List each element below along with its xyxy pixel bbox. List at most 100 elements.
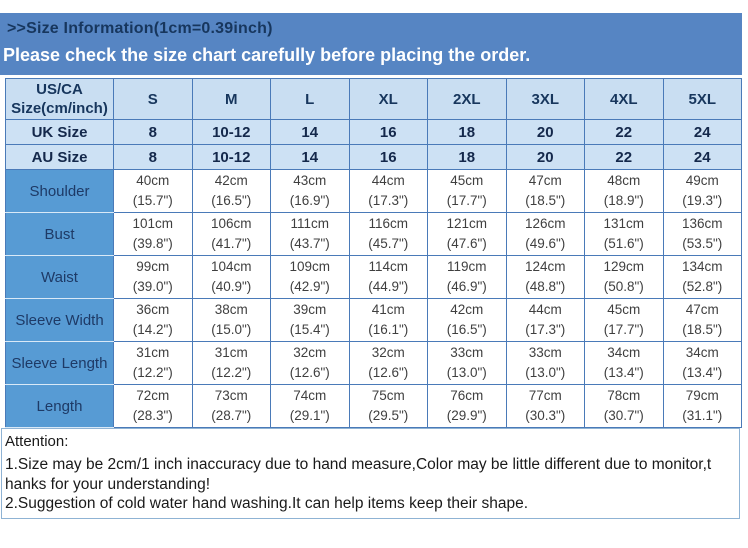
size-value-cell: 10-12 bbox=[191, 144, 271, 170]
measurement-value-cell: 41cm (16.1") bbox=[348, 298, 428, 342]
table-row: Waist 99cm (39.0") 104cm (40.9") 109cm (42.… bbox=[5, 255, 742, 299]
row-label: Sleeve Width bbox=[5, 298, 114, 342]
size-value-cell: 8 bbox=[113, 144, 193, 170]
attention-note-line: 2.Suggestion of cold water hand washing.… bbox=[5, 495, 529, 512]
attention-note-line: hanks for your understanding! bbox=[5, 475, 211, 493]
size-column-header: 3XL bbox=[505, 78, 585, 120]
size-value-cell: 18 bbox=[427, 119, 507, 145]
size-column-header: 5XL bbox=[662, 78, 742, 120]
size-column-header: 2XL bbox=[427, 78, 507, 120]
measurement-value-cell: 121cm (47.6") bbox=[427, 212, 507, 256]
size-information-title: >>Size Information(1cm=0.39inch) bbox=[7, 20, 273, 37]
row-label: Shoulder bbox=[5, 169, 114, 213]
size-value-cell: 16 bbox=[348, 119, 428, 145]
measurement-value-cell: 79cm (31.1") bbox=[662, 384, 742, 428]
size-value-cell: 24 bbox=[662, 144, 742, 170]
header-band: >>Size Information(1cm=0.39inch) Please … bbox=[0, 13, 742, 75]
measurement-value-cell: 38cm (15.0") bbox=[191, 298, 271, 342]
measurement-value-cell: 34cm (13.4") bbox=[584, 341, 664, 385]
size-chart-warning: Please check the size chart carefully be… bbox=[3, 45, 531, 65]
measurement-value-cell: 36cm (14.2") bbox=[113, 298, 193, 342]
size-value-cell: 14 bbox=[270, 144, 350, 170]
measurement-value-cell: 44cm (17.3") bbox=[348, 169, 428, 213]
size-column-header: M bbox=[191, 78, 271, 120]
measurement-value-cell: 42cm (16.5") bbox=[191, 169, 271, 213]
measurement-value-cell: 48cm (18.9") bbox=[584, 169, 664, 213]
measurement-value-cell: 75cm (29.5") bbox=[348, 384, 428, 428]
measurement-value-cell: 131cm (51.6") bbox=[584, 212, 664, 256]
measurement-value-cell: 77cm (30.3") bbox=[505, 384, 585, 428]
measurement-value-cell: 40cm (15.7") bbox=[113, 169, 193, 213]
measurement-value-cell: 72cm (28.3") bbox=[113, 384, 193, 428]
measurement-value-cell: 101cm (39.8") bbox=[113, 212, 193, 256]
measurement-value-cell: 33cm (13.0") bbox=[427, 341, 507, 385]
size-value-cell: 22 bbox=[584, 144, 664, 170]
size-value-cell: 24 bbox=[662, 119, 742, 145]
size-column-header: S bbox=[113, 78, 193, 120]
measurement-value-cell: 78cm (30.7") bbox=[584, 384, 664, 428]
measurement-value-cell: 34cm (13.4") bbox=[662, 341, 742, 385]
measurement-value-cell: 33cm (13.0") bbox=[505, 341, 585, 385]
size-column-header: L bbox=[270, 78, 350, 120]
attention-section: Attention: 1.Size may be 2cm/1 inch inac… bbox=[1, 428, 740, 519]
measurement-value-cell: 32cm (12.6") bbox=[270, 341, 350, 385]
measurement-value-cell: 114cm (44.9") bbox=[348, 255, 428, 299]
measurement-value-cell: 31cm (12.2") bbox=[191, 341, 271, 385]
measurement-value-cell: 45cm (17.7") bbox=[427, 169, 507, 213]
measurement-value-cell: 116cm (45.7") bbox=[348, 212, 428, 256]
row-label: Waist bbox=[5, 255, 114, 299]
attention-heading: Attention: bbox=[5, 433, 69, 450]
size-value-cell: 20 bbox=[505, 144, 585, 170]
row-label: UK Size bbox=[5, 119, 114, 145]
measurement-value-cell: 119cm (46.9") bbox=[427, 255, 507, 299]
measurement-value-cell: 73cm (28.7") bbox=[191, 384, 271, 428]
measurement-value-cell: 76cm (29.9") bbox=[427, 384, 507, 428]
table-row: Sleeve Width 36cm (14.2") 38cm (15.0") 39cm… bbox=[5, 298, 742, 342]
size-value-cell: 18 bbox=[427, 144, 507, 170]
table-corner-header: US/CA Size(cm/inch) bbox=[5, 78, 114, 120]
size-value-cell: 22 bbox=[584, 119, 664, 145]
measurement-value-cell: 45cm (17.7") bbox=[584, 298, 664, 342]
size-value-cell: 8 bbox=[113, 119, 193, 145]
measurement-value-cell: 43cm (16.9") bbox=[270, 169, 350, 213]
table-row: AU Size 8 10-12 14 16 18 20 22 24 bbox=[5, 144, 742, 170]
measurement-value-cell: 129cm (50.8") bbox=[584, 255, 664, 299]
measurement-value-cell: 99cm (39.0") bbox=[113, 255, 193, 299]
table-row: Shoulder 40cm (15.7") 42cm (16.5") 43cm (16… bbox=[5, 169, 742, 213]
measurement-value-cell: 49cm (19.3") bbox=[662, 169, 742, 213]
size-value-cell: 16 bbox=[348, 144, 428, 170]
size-chart-table: US/CA Size(cm/inch) S M L XL 2XL 3XL 4XL 5XL UK … bbox=[5, 78, 742, 428]
measurement-value-cell: 42cm (16.5") bbox=[427, 298, 507, 342]
table-row: Sleeve Length 31cm (12.2") 31cm (12.2") 32c… bbox=[5, 341, 742, 385]
measurement-value-cell: 44cm (17.3") bbox=[505, 298, 585, 342]
size-value-cell: 10-12 bbox=[191, 119, 271, 145]
table-row: Bust 101cm (39.8") 106cm (41.7") 111cm (43.… bbox=[5, 212, 742, 256]
measurement-value-cell: 47cm (18.5") bbox=[662, 298, 742, 342]
measurement-value-cell: 109cm (42.9") bbox=[270, 255, 350, 299]
measurement-value-cell: 32cm (12.6") bbox=[348, 341, 428, 385]
measurement-value-cell: 136cm (53.5") bbox=[662, 212, 742, 256]
measurement-value-cell: 134cm (52.8") bbox=[662, 255, 742, 299]
row-label: Bust bbox=[5, 212, 114, 256]
size-value-cell: 14 bbox=[270, 119, 350, 145]
attention-notes: 1.Size may be 2cm/1 inch inaccuracy due … bbox=[5, 455, 739, 514]
measurement-value-cell: 111cm (43.7") bbox=[270, 212, 350, 256]
size-column-header: 4XL bbox=[584, 78, 664, 120]
attention-note-line: 1.Size may be 2cm/1 inch inaccuracy due … bbox=[5, 456, 712, 473]
measurement-value-cell: 104cm (40.9") bbox=[191, 255, 271, 299]
measurement-value-cell: 47cm (18.5") bbox=[505, 169, 585, 213]
size-table-body: UK Size 8 10-12 14 16 18 20 22 24 AU Size 8 10-12 14… bbox=[5, 119, 742, 428]
measurement-value-cell: 126cm (49.6") bbox=[505, 212, 585, 256]
measurement-value-cell: 74cm (29.1") bbox=[270, 384, 350, 428]
size-column-header: XL bbox=[348, 78, 428, 120]
measurement-value-cell: 106cm (41.7") bbox=[191, 212, 271, 256]
measurement-value-cell: 124cm (48.8") bbox=[505, 255, 585, 299]
row-label: AU Size bbox=[5, 144, 114, 170]
measurement-value-cell: 31cm (12.2") bbox=[113, 341, 193, 385]
size-header-row: US/CA Size(cm/inch) S M L XL 2XL 3XL 4XL 5XL bbox=[5, 78, 742, 120]
row-label: Sleeve Length bbox=[5, 341, 114, 385]
table-row: Length 72cm (28.3") 73cm (28.7") 74cm (29.1… bbox=[5, 384, 742, 428]
table-row: UK Size 8 10-12 14 16 18 20 22 24 bbox=[5, 119, 742, 145]
row-label: Length bbox=[5, 384, 114, 428]
measurement-value-cell: 39cm (15.4") bbox=[270, 298, 350, 342]
